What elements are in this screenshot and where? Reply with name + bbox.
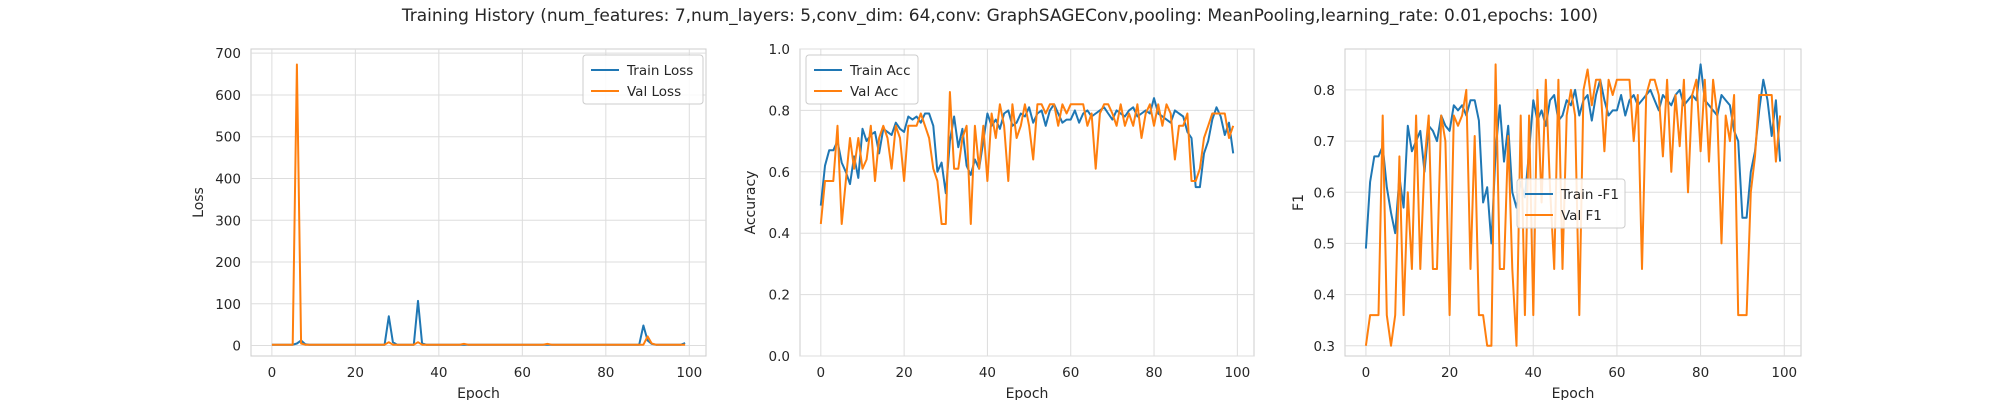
chart-panel-loss: 0 20 40 60 80 100 0 100 200 300 400 500 600 700 Epoch L… — [191, 46, 707, 400]
x-tick-label: 100 — [1224, 365, 1250, 381]
y-tick-label: 0.0 — [769, 349, 790, 365]
x-axis-label: Epoch — [1552, 386, 1595, 400]
chart-panel-accuracy: 0 20 40 60 80 100 0.0 0.2 0.4 0.6 0.8 1.0 Epoch Accur… — [743, 42, 1255, 400]
x-tick-label: 80 — [1145, 365, 1162, 381]
legend: Train -F1 Val F1 — [1516, 178, 1626, 229]
y-tick-label: 0.4 — [1314, 288, 1335, 304]
legend-label: Val F1 — [1561, 208, 1602, 224]
series-line-val-f1 — [1364, 63, 1782, 347]
y-tick-label: 500 — [215, 130, 241, 146]
y-tick-label: 100 — [215, 297, 241, 313]
y-tick-label: 0.5 — [1314, 236, 1335, 252]
x-tick-label: 0 — [817, 365, 826, 381]
y-tick-label: 300 — [215, 213, 241, 229]
y-axis-label: Loss — [191, 187, 207, 218]
y-tick-label: 200 — [215, 255, 241, 271]
y-tick-label: 0.8 — [1314, 83, 1335, 99]
legend-label: Train Loss — [626, 63, 693, 79]
x-axis-label: Epoch — [457, 386, 500, 400]
x-tick-label: 100 — [1771, 365, 1797, 381]
x-tick-label: 20 — [347, 365, 364, 381]
y-tick-label: 0.6 — [769, 165, 790, 181]
y-tick-label: 400 — [215, 171, 241, 187]
y-tick-label: 0.4 — [769, 226, 790, 242]
legend-label: Train -F1 — [1560, 187, 1619, 203]
x-tick-label: 100 — [676, 365, 702, 381]
figure-suptitle: Training History (num_features: 7,num_la… — [401, 6, 1598, 26]
x-tick-label: 60 — [514, 365, 531, 381]
y-tick-label: 0.7 — [1314, 134, 1335, 150]
y-tick-label: 0.6 — [1314, 185, 1335, 201]
x-tick-label: 20 — [1441, 365, 1458, 381]
x-tick-label: 40 — [430, 365, 447, 381]
legend-label: Train Acc — [849, 63, 911, 79]
y-tick-label: 700 — [215, 46, 241, 62]
legend: Train Acc Val Acc — [805, 54, 919, 105]
x-tick-label: 80 — [1692, 365, 1709, 381]
x-tick-label: 60 — [1608, 365, 1625, 381]
y-tick-label: 0.8 — [769, 103, 790, 119]
series-line-val-loss — [271, 63, 686, 346]
x-tick-label: 80 — [597, 365, 614, 381]
y-tick-label: 1.0 — [769, 42, 790, 58]
y-tick-label: 0.3 — [1314, 339, 1335, 355]
x-tick-label: 60 — [1062, 365, 1079, 381]
y-axis-label: Accuracy — [743, 171, 759, 235]
x-axis-label: Epoch — [1006, 386, 1049, 400]
y-tick-label: 0 — [232, 339, 241, 355]
legend-label: Val Acc — [850, 84, 898, 100]
x-tick-label: 20 — [896, 365, 913, 381]
legend-label: Val Loss — [627, 84, 681, 100]
x-tick-label: 0 — [1362, 365, 1371, 381]
x-tick-label: 0 — [268, 365, 277, 381]
legend: Train Loss Val Loss — [582, 54, 704, 105]
series-line-val-acc — [819, 91, 1235, 225]
y-tick-label: 0.2 — [769, 288, 790, 304]
y-axis-label: F1 — [1291, 194, 1307, 211]
x-tick-label: 40 — [1525, 365, 1542, 381]
x-tick-label: 40 — [979, 365, 996, 381]
y-tick-label: 600 — [215, 88, 241, 104]
chart-panel-f1: 0 20 40 60 80 100 0.3 0.4 0.5 0.6 0.7 0.8 Epoch F1 Tra… — [1291, 48, 1802, 400]
